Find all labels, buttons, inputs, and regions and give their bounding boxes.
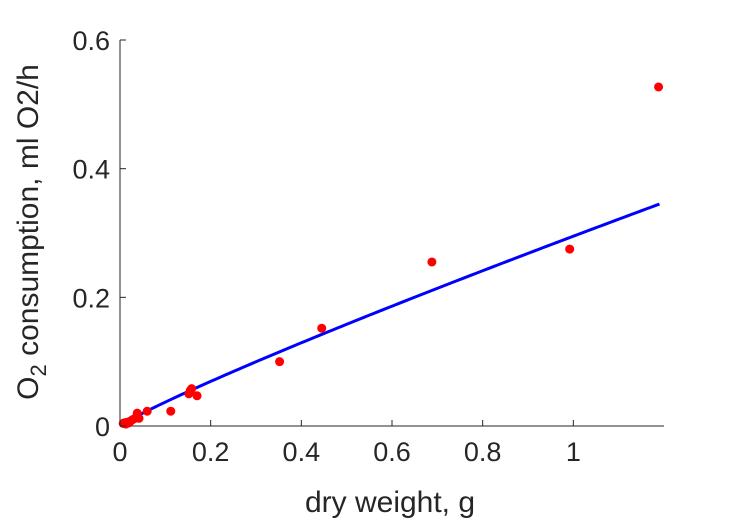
y-tick-label: 0.6 <box>72 26 110 56</box>
y-tick-label: 0.2 <box>72 283 110 313</box>
data-point <box>317 323 327 333</box>
x-tick-label: 0.6 <box>373 437 411 467</box>
y-axis-ticks: 0 0.2 0.4 0.6 <box>72 26 126 442</box>
data-point <box>427 257 437 267</box>
data-point <box>142 406 152 416</box>
x-tick-label: 0.4 <box>283 437 321 467</box>
data-point <box>654 82 664 92</box>
x-tick-label: 0.2 <box>192 437 230 467</box>
fit-line <box>121 202 660 426</box>
fit-line-series <box>121 202 660 426</box>
data-point <box>192 391 202 401</box>
y-axis-label-rest: consumption, ml O2/h <box>12 64 45 364</box>
y-tick-label: 0.4 <box>72 155 110 185</box>
y-axis-label-prefix: O <box>12 377 45 400</box>
data-point <box>275 357 285 367</box>
scatter-series <box>118 82 664 429</box>
x-axis-ticks: 0 0.2 0.4 0.6 0.8 1 <box>112 420 581 467</box>
x-tick-label: 0.8 <box>464 437 502 467</box>
data-point <box>134 413 144 423</box>
x-tick-label: 1 <box>566 437 581 467</box>
y-axis-label-subscript: 2 <box>26 364 51 376</box>
x-axis-label: dry weight, g <box>305 486 475 519</box>
x-tick-label: 0 <box>112 437 127 467</box>
data-point <box>565 244 575 254</box>
data-point <box>187 384 197 394</box>
y-axis-label: O2 consumption, ml O2/h <box>12 64 51 400</box>
y-tick-label: 0 <box>95 412 110 442</box>
data-point <box>166 406 176 416</box>
